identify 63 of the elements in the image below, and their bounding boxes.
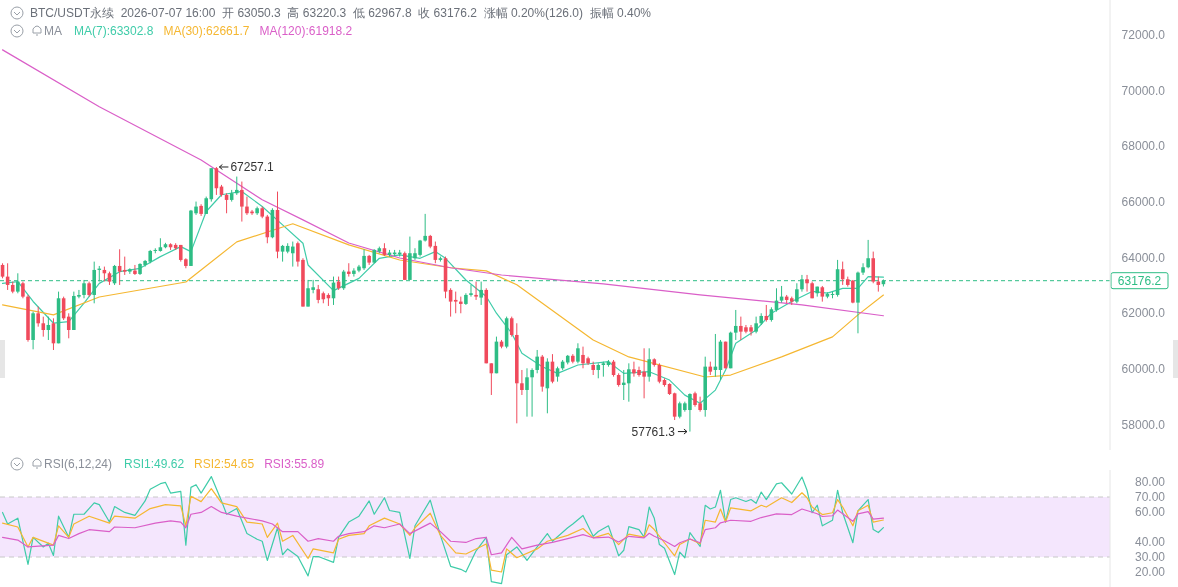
y-tick-label: 20.00: [1134, 565, 1166, 579]
y-tick-label: 40.00: [1134, 535, 1166, 549]
candlestick: [290, 241, 295, 268]
ref-line-label: 63176.2: [1117, 273, 1162, 288]
y-tick-label: 68000.0: [1121, 139, 1166, 154]
line-series: [1, 488, 885, 573]
text: MA(7):63302.8: [74, 24, 154, 38]
annotation: 57761.3: [631, 424, 676, 439]
text: MA(120):61918.2: [259, 24, 353, 38]
text: RSI3:55.89: [264, 457, 325, 471]
candlestick: [647, 347, 651, 383]
candlestick: [316, 284, 321, 304]
y-tick-label: 58000.0: [1121, 417, 1166, 432]
candlestick: [795, 282, 799, 304]
legend-title: MA: [44, 24, 62, 38]
candlestick: [861, 262, 865, 276]
y-tick-label: 60.00: [1134, 505, 1166, 519]
candlestick: [347, 262, 351, 278]
candlestick: [352, 267, 356, 278]
candlestick: [117, 248, 122, 286]
candlestick: [535, 349, 539, 374]
y-tick-label: 80.00: [1134, 475, 1166, 489]
candlestick: [621, 369, 626, 401]
candlestick: [423, 213, 427, 243]
y-tick-label: 72000.0: [1121, 27, 1166, 42]
line-series: [1, 506, 885, 556]
annotation: 67257.1: [230, 159, 275, 174]
line-series: [1, 476, 885, 585]
candlestick: [474, 281, 478, 301]
candlestick: [66, 312, 71, 339]
candlestick: [453, 291, 458, 314]
candlestick: [509, 316, 514, 338]
candlestick: [41, 316, 46, 338]
candlestick: [530, 367, 534, 418]
candlestick: [576, 342, 580, 364]
candlestick: [871, 251, 876, 284]
text: BTC/USDT永续 2026-07-07 16:00 开 63050.3 高 63220.3 低 62967.8 收 63176.2 涨幅 0.20%(126.0) 振幅 0.40%: [30, 6, 652, 20]
candlestick: [866, 239, 870, 269]
y-tick-label: 66000.0: [1121, 195, 1166, 210]
y-tick-label: 60000.0: [1121, 362, 1166, 377]
candlestick: [122, 256, 127, 276]
candlestick: [479, 281, 483, 306]
y-tick-label: 30.00: [1134, 550, 1166, 564]
candlestick: [133, 264, 137, 276]
series-label: RSI1:49.62: [124, 457, 185, 471]
candlestick: [240, 181, 244, 223]
text: RSI2:54.65: [194, 457, 255, 471]
y-tick-label: 62000.0: [1121, 306, 1166, 321]
candlestick: [733, 309, 738, 341]
y-tick-label: 64000.0: [1121, 250, 1166, 265]
candlestick: [234, 176, 239, 196]
line-series: [1, 49, 885, 317]
candlestick: [469, 284, 473, 298]
candlestick: [36, 306, 40, 328]
line-series: [1, 223, 885, 378]
legend-title: RSI(6,12,24): [44, 457, 113, 471]
y-tick-label: 70.00: [1134, 490, 1166, 504]
candlestick: [520, 369, 524, 396]
y-tick-label: 70000.0: [1121, 83, 1166, 98]
text: MA(30):62661.7: [163, 24, 250, 38]
candlestick: [525, 367, 529, 418]
candlestick: [627, 362, 631, 403]
candlestick: [805, 274, 809, 293]
